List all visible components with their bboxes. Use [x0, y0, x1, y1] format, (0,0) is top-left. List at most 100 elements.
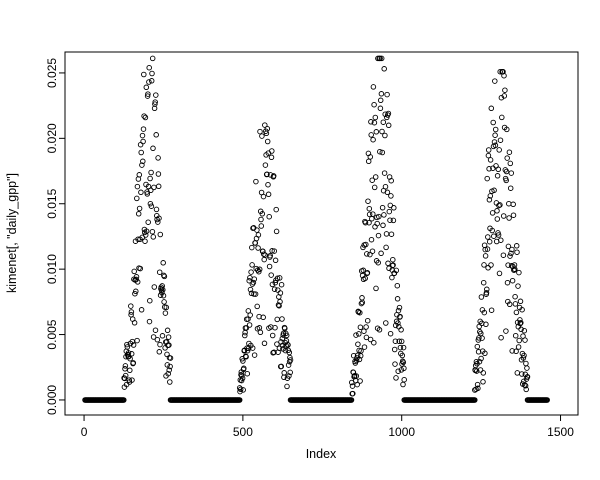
- data-point: [122, 372, 129, 379]
- data-point: [501, 93, 508, 99]
- data-point: [140, 126, 147, 132]
- data-point: [376, 327, 383, 333]
- data-point: [382, 111, 388, 117]
- data-point: [285, 342, 291, 348]
- x-axis-label: Index: [306, 447, 337, 461]
- data-point: [153, 132, 159, 138]
- data-point: [362, 219, 369, 226]
- y-tick-label: 0.000: [45, 385, 59, 415]
- data-point: [375, 259, 381, 266]
- data-point: [519, 371, 525, 377]
- data-point: [159, 289, 165, 296]
- data-point: [370, 211, 376, 217]
- data-point: [512, 332, 519, 339]
- data-point: [157, 341, 163, 348]
- data-point: [477, 367, 484, 373]
- data-point: [371, 119, 378, 126]
- data-point: [365, 198, 371, 204]
- data-point: [273, 206, 279, 213]
- data-point: [256, 268, 262, 275]
- data-point: [384, 91, 390, 98]
- data-point: [261, 256, 267, 263]
- data-point: [124, 344, 131, 350]
- data-point: [257, 329, 264, 336]
- data-point: [264, 138, 271, 145]
- data-point: [151, 284, 158, 290]
- data-point: [476, 323, 482, 330]
- data-point: [268, 154, 275, 161]
- data-point: [250, 279, 257, 286]
- data-point: [242, 329, 248, 336]
- x-tick-label: 1500: [547, 425, 574, 439]
- data-point: [494, 208, 500, 214]
- data-point: [380, 119, 387, 125]
- data-point: [239, 372, 245, 379]
- data-point: [137, 141, 144, 148]
- data-point: [364, 270, 371, 276]
- data-point: [139, 162, 145, 168]
- data-point: [139, 132, 146, 139]
- data-point: [395, 320, 401, 326]
- data-point: [483, 321, 489, 328]
- data-point: [491, 139, 498, 145]
- data-point: [155, 171, 162, 177]
- data-point: [497, 202, 503, 208]
- data-point: [508, 170, 515, 176]
- data-point: [397, 344, 404, 351]
- data-point: [240, 387, 246, 393]
- data-point: [159, 283, 165, 289]
- data-point: [148, 78, 155, 84]
- data-point: [510, 212, 517, 218]
- data-point: [144, 191, 151, 197]
- data-point: [278, 281, 285, 288]
- data-point: [144, 93, 151, 99]
- data-point: [274, 341, 280, 347]
- data-point: [153, 206, 160, 213]
- data-point: [509, 348, 515, 354]
- data-point: [167, 379, 173, 385]
- data-point: [372, 174, 379, 180]
- data-point: [238, 372, 244, 378]
- data-point: [272, 257, 279, 264]
- data-point: [393, 267, 400, 274]
- data-point: [515, 344, 522, 350]
- data-point: [500, 252, 507, 258]
- data-point: [357, 324, 364, 330]
- data-point: [492, 132, 498, 138]
- data-point: [498, 334, 504, 341]
- data-point: [138, 307, 145, 313]
- data-point: [167, 355, 174, 361]
- data-point: [524, 365, 530, 371]
- data-point: [484, 175, 490, 182]
- data-point: [494, 216, 501, 222]
- data-point: [249, 262, 255, 268]
- data-point: [256, 266, 263, 273]
- data-point: [353, 373, 360, 379]
- data-point: [121, 397, 127, 403]
- data-point: [128, 351, 135, 357]
- data-point: [164, 327, 171, 334]
- data-point: [518, 326, 524, 333]
- data-point: [160, 287, 166, 293]
- data-point: [379, 128, 385, 135]
- data-point: [362, 275, 368, 282]
- data-point: [486, 197, 493, 203]
- data-point: [287, 369, 293, 376]
- data-point: [359, 299, 366, 306]
- data-point: [474, 343, 481, 350]
- data-point: [489, 227, 495, 234]
- data-point: [495, 232, 502, 238]
- data-point: [138, 149, 144, 156]
- data-point: [520, 355, 527, 361]
- data-point: [373, 129, 380, 135]
- data-point: [135, 211, 142, 217]
- y-axis-label: kimenet[, "daily_gpp"]: [5, 173, 19, 293]
- data-point: [504, 126, 510, 133]
- data-point: [490, 119, 496, 126]
- data-point: [121, 375, 128, 382]
- data-point: [396, 304, 403, 311]
- data-point: [155, 155, 161, 161]
- data-point: [523, 386, 529, 393]
- data-point: [271, 248, 278, 254]
- y-tick-label: 0.010: [45, 254, 59, 284]
